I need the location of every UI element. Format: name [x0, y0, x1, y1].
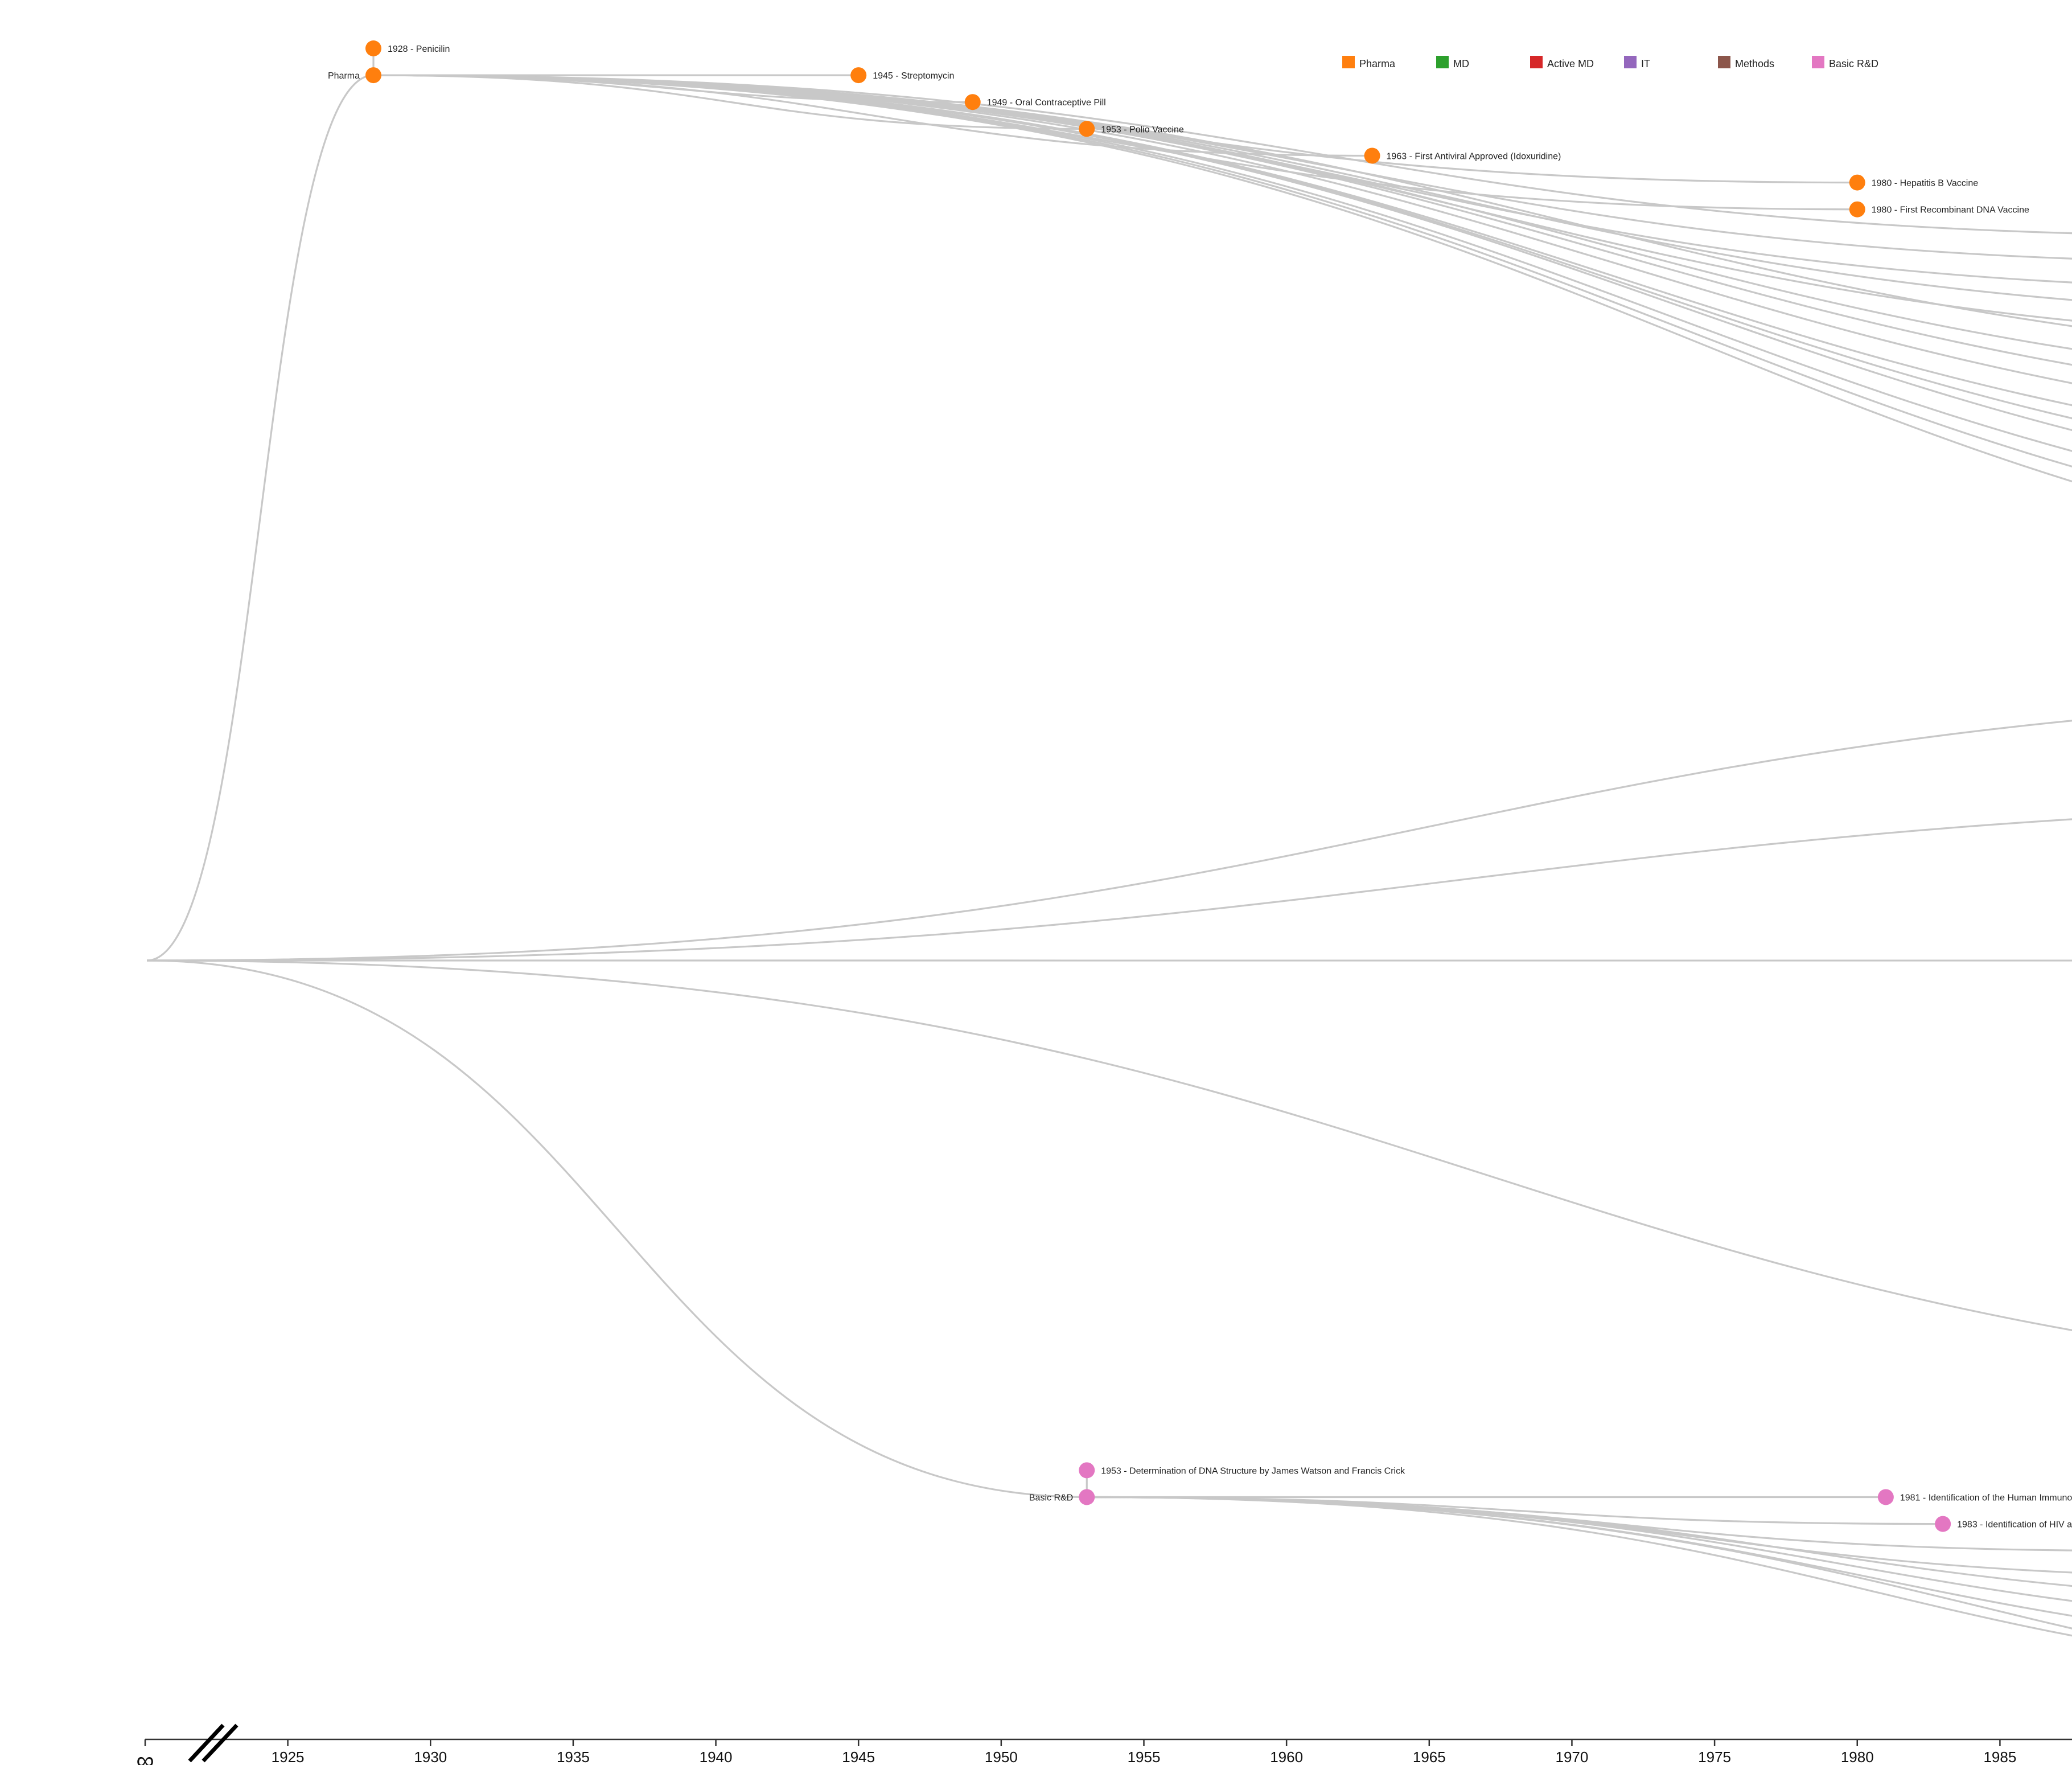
event-label: 1980 - First Recombinant DNA Vaccine: [1872, 206, 2029, 215]
event-node[interactable]: [1364, 147, 1380, 164]
root-link-active-md: [146, 818, 2072, 962]
event-label: 1983 - Identification of HIV as the Caus…: [1957, 1520, 2072, 1530]
event-link: [373, 74, 2072, 327]
event-link: [373, 74, 2072, 366]
event-node[interactable]: [365, 40, 381, 56]
axis-tick-label: 1955: [1128, 1748, 1161, 1765]
event-link: [373, 74, 1857, 211]
root-link-pharma: [146, 74, 374, 962]
axis-tick-label: 1945: [842, 1748, 875, 1765]
legend-label-methods: Methods: [1735, 58, 1774, 69]
legend-label-basic-r-d: Basic R&D: [1829, 58, 1878, 69]
legend-label-active-md: Active MD: [1547, 58, 1594, 69]
category-basic-r-d-label: Basic R&D: [1029, 1493, 1073, 1503]
root-link-basic-r-d: [146, 959, 1087, 1499]
event-link: [1087, 1496, 2072, 1629]
category-basic-r-d-node[interactable]: [1079, 1489, 1095, 1505]
axis-tick-label: 1970: [1556, 1748, 1589, 1765]
event-link: [373, 74, 2072, 384]
event-node[interactable]: [1079, 121, 1095, 137]
axis-tick-label: 1975: [1698, 1748, 1731, 1765]
root-link-md: [146, 720, 2072, 962]
tree-links: [146, 48, 2072, 1637]
axis-tick-label: 1965: [1413, 1748, 1446, 1765]
axis-tick-label: 1985: [1983, 1748, 2016, 1765]
event-node[interactable]: [1849, 201, 1865, 217]
axis-tick-label: 1960: [1270, 1748, 1303, 1765]
event-link: [373, 74, 2072, 235]
legend-swatch-basic-r-d: [1812, 56, 1824, 68]
event-label: 1981 - Identification of the Human Immun…: [1900, 1493, 2072, 1503]
event-label: 1963 - First Antiviral Approved (Idoxuri…: [1387, 151, 1561, 161]
axis-tick-label: 1940: [700, 1748, 733, 1765]
event-link: [1087, 1496, 2072, 1602]
legend-swatch-pharma: [1342, 56, 1355, 68]
year-axis: ∞ 1925 1930 1935 1940 1945 1950 1955 1960 1965 197…: [136, 1723, 2072, 1765]
event-node[interactable]: [850, 67, 867, 84]
root-link-methods: [146, 959, 2072, 1331]
event-link: [1087, 1496, 2072, 1574]
event-label: 1953 - Determination of DNA Structure by…: [1101, 1466, 1405, 1476]
legend-swatch-it: [1624, 56, 1637, 68]
axis-tick-label: 1950: [985, 1748, 1018, 1765]
axis-tick-label: 1980: [1841, 1748, 1874, 1765]
event-link: [373, 74, 2072, 468]
legend-swatch-md: [1436, 56, 1449, 68]
event-node[interactable]: [1079, 1462, 1095, 1479]
axis-tick-label: 1925: [272, 1748, 305, 1765]
event-link: [373, 74, 2072, 350]
event-label: 1945 - Streptomycin: [873, 71, 954, 81]
axis-tick-label: 1935: [557, 1748, 590, 1765]
legend-swatch-active-md: [1530, 56, 1543, 68]
event-link: [1087, 1496, 1943, 1525]
event-link: [373, 74, 2072, 483]
legend-label-it: IT: [1641, 58, 1650, 69]
event-link: [373, 74, 2072, 420]
legend: Pharma MD Active MD IT Methods Basic R&D: [1342, 56, 1878, 69]
event-link: [373, 74, 2072, 432]
category-pharma-label: Pharma: [328, 71, 360, 81]
legend-label-md: MD: [1453, 58, 1469, 69]
axis-break-mark: [188, 1723, 225, 1763]
event-node[interactable]: [1877, 1489, 1894, 1505]
event-label: 1928 - Penicilin: [388, 44, 450, 54]
event-label: 1953 - Polio Vaccine: [1101, 125, 1184, 134]
event-node[interactable]: [1849, 174, 1865, 191]
legend-swatch-methods: [1718, 56, 1730, 68]
axis-origin-label: ∞: [136, 1747, 154, 1765]
event-link: [1087, 1496, 2072, 1637]
axis-tick-label: 1930: [414, 1748, 447, 1765]
event-node[interactable]: [1935, 1516, 1951, 1532]
tree-nodes: 1928 - Penicilin 1945 - Streptomycin 1949 …: [328, 40, 2072, 1532]
event-node[interactable]: [964, 94, 981, 110]
event-link: [373, 74, 2072, 452]
event-label: 1980 - Hepatitis B Vaccine: [1872, 179, 1978, 188]
category-pharma-node[interactable]: [365, 67, 381, 84]
legend-label-pharma: Pharma: [1359, 58, 1396, 69]
axis-break-mark: [202, 1723, 239, 1763]
event-link: [373, 74, 2072, 407]
event-label: 1949 - Oral Contraceptive Pill: [987, 98, 1106, 108]
